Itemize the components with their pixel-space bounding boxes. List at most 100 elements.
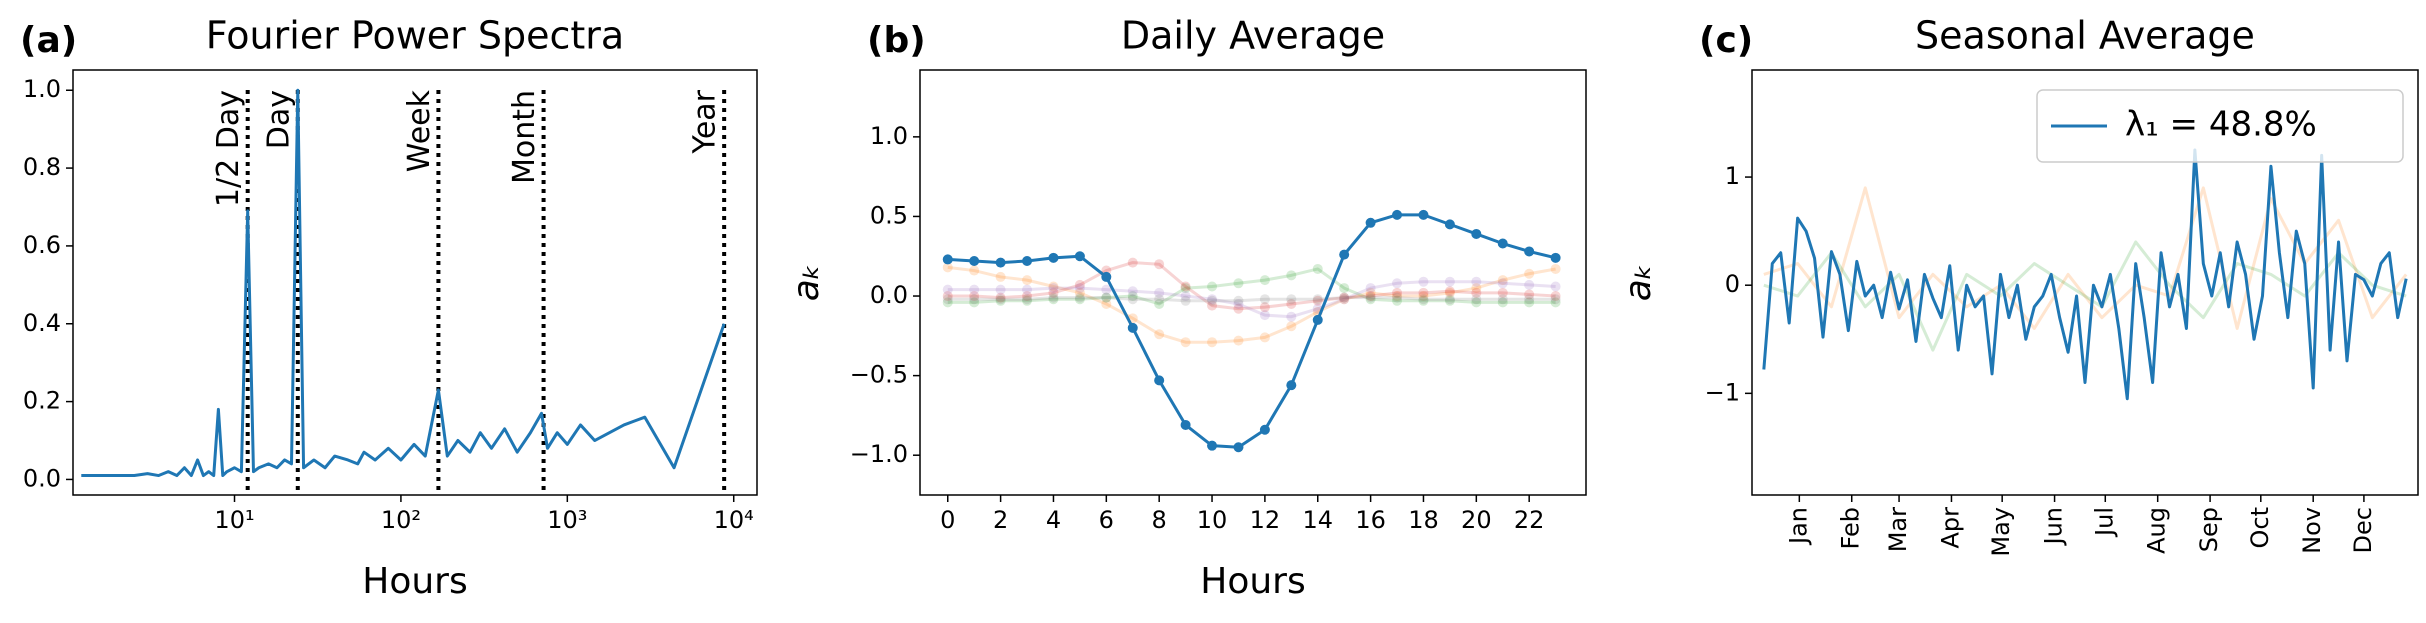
x-tick-label: Oct xyxy=(2246,507,2274,549)
series-marker xyxy=(1444,287,1455,298)
series-marker xyxy=(1022,295,1033,306)
series-marker xyxy=(1365,294,1376,305)
series-group xyxy=(81,88,726,478)
series-marker xyxy=(1180,283,1191,294)
series-marker xyxy=(1154,375,1165,386)
plot-frame xyxy=(919,69,1587,496)
series-marker xyxy=(1497,294,1508,305)
series-marker xyxy=(1286,380,1297,391)
series-marker xyxy=(1074,251,1085,262)
x-tick-label: Aug xyxy=(2143,507,2171,554)
series-marker xyxy=(1154,294,1165,305)
series-marker xyxy=(1154,287,1165,298)
x-tick-label: 4 xyxy=(1046,506,1061,534)
series-marker xyxy=(1233,295,1244,306)
x-tick-label: 12 xyxy=(1250,506,1281,534)
x-tick-label: May xyxy=(1987,507,2015,557)
series-marker xyxy=(1550,281,1561,292)
x-axis-label: Hours xyxy=(362,561,467,602)
series-marker xyxy=(1550,291,1561,302)
series-marker xyxy=(1074,279,1085,290)
series-marker xyxy=(1497,287,1508,298)
series-marker xyxy=(995,294,1006,305)
annotation-label: Week xyxy=(402,89,437,172)
series-marker xyxy=(1444,276,1455,287)
series-marker xyxy=(1418,291,1429,302)
series-marker xyxy=(1365,291,1376,302)
panel-label: (c) xyxy=(1699,20,1753,61)
series-marker xyxy=(1101,284,1112,295)
y-axis-label: aₖ xyxy=(1618,264,1659,301)
series-marker xyxy=(1444,294,1455,305)
series-marker xyxy=(1259,294,1270,305)
series-marker xyxy=(942,254,953,265)
x-tick-label: Apr xyxy=(1936,507,1964,549)
series-marker xyxy=(1418,294,1429,305)
series-line xyxy=(947,265,1556,344)
y-tick-label: 1 xyxy=(1725,162,1740,190)
series-marker xyxy=(1471,294,1482,305)
series-marker xyxy=(1022,291,1033,302)
series-marker xyxy=(1286,298,1297,309)
series-marker xyxy=(1392,292,1403,303)
series-marker xyxy=(1180,419,1191,430)
series-marker xyxy=(1127,322,1138,333)
x-tick-label: Jun xyxy=(2040,507,2068,547)
x-tick-label: 10¹ xyxy=(214,506,254,534)
series-marker xyxy=(1101,292,1112,303)
series-marker xyxy=(1471,297,1482,308)
series-marker xyxy=(1550,252,1561,263)
series-marker xyxy=(1286,321,1297,332)
series-marker xyxy=(1101,298,1112,309)
series-marker xyxy=(1365,292,1376,303)
series-marker xyxy=(1048,283,1059,294)
legend-label: λ₁ = 48.8% xyxy=(2125,105,2317,145)
y-tick-label: 0.2 xyxy=(23,387,61,415)
series-marker xyxy=(1444,295,1455,306)
y-tick-label: 0.6 xyxy=(23,231,61,259)
annotation-label: Day xyxy=(261,90,296,149)
series-marker xyxy=(1259,302,1270,313)
series-marker xyxy=(1074,287,1085,298)
series-marker xyxy=(1154,298,1165,309)
series-marker xyxy=(1022,256,1033,267)
y-tick-label: 0.0 xyxy=(23,464,61,492)
series-marker xyxy=(942,291,953,302)
x-tick-label: 0 xyxy=(940,506,955,534)
series-marker xyxy=(942,294,953,305)
series-marker xyxy=(1286,294,1297,305)
series-marker xyxy=(1339,249,1350,260)
series-group xyxy=(942,209,1561,453)
series-marker xyxy=(1127,291,1138,302)
x-tick-label: 10 xyxy=(1197,506,1228,534)
series-marker xyxy=(1180,281,1191,292)
series-marker xyxy=(1127,257,1138,268)
y-tick-label: 1.0 xyxy=(870,122,908,150)
series-marker xyxy=(1180,295,1191,306)
series-marker xyxy=(1022,294,1033,305)
series-marker xyxy=(1550,294,1561,305)
x-tick-label: Dec xyxy=(2349,507,2377,553)
series-marker xyxy=(1392,209,1403,220)
series-marker xyxy=(1339,292,1350,303)
series-marker xyxy=(1101,292,1112,303)
series-marker xyxy=(1339,292,1350,303)
x-tick-label: Nov xyxy=(2298,507,2326,554)
series-marker xyxy=(1233,303,1244,314)
series-marker xyxy=(969,284,980,295)
series-marker xyxy=(1365,287,1376,298)
series-marker xyxy=(1048,281,1059,292)
series-marker xyxy=(1259,310,1270,321)
y-tick-label: −1.0 xyxy=(850,440,908,468)
series-marker xyxy=(969,297,980,308)
x-tick-label: Jul xyxy=(2090,507,2118,538)
series-marker xyxy=(1286,270,1297,281)
series-marker xyxy=(1207,440,1218,451)
series-line xyxy=(1763,240,2407,352)
series-marker xyxy=(1259,275,1270,286)
y-tick-label: 0.8 xyxy=(23,153,61,181)
series-marker xyxy=(1365,217,1376,228)
series-line xyxy=(81,88,726,478)
x-axis-label: Hours xyxy=(1200,561,1305,602)
x-tick-label: 10³ xyxy=(547,506,587,534)
